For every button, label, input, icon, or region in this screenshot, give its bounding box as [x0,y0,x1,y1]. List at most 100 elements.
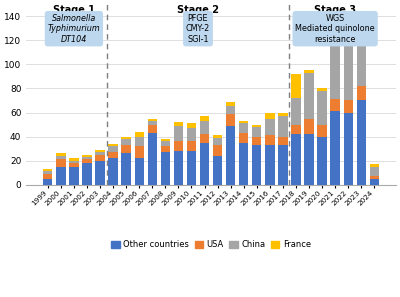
Bar [370,176,379,179]
Bar [148,124,157,133]
Bar [304,70,314,73]
Text: Stage 1: Stage 1 [53,5,95,15]
Bar [344,113,353,185]
Bar [148,119,157,121]
Text: Stage 2: Stage 2 [177,5,219,15]
Bar [278,137,288,145]
Bar [187,128,196,141]
Bar [43,169,52,171]
Bar [122,154,131,185]
Bar [161,152,170,185]
Bar [317,91,327,124]
Bar [304,134,314,185]
Bar [356,86,366,100]
Bar [69,167,79,185]
Bar [82,159,92,163]
Bar [344,37,353,44]
Bar [370,167,379,176]
Bar [344,44,353,100]
Bar [161,141,170,146]
Bar [252,127,262,137]
Bar [82,163,92,185]
Bar [95,155,105,161]
Bar [148,133,157,185]
Bar [344,100,353,113]
Bar [95,150,105,152]
Text: WGS
Mediated quinolone
resistance: WGS Mediated quinolone resistance [295,14,375,44]
Bar [134,146,144,158]
Bar [108,158,118,185]
Bar [304,73,314,119]
Bar [213,138,222,145]
Bar [291,98,301,124]
Bar [174,122,183,126]
Bar [43,174,52,179]
Bar [108,144,118,146]
Bar [200,116,209,121]
Bar [226,102,235,107]
Bar [265,135,274,145]
Bar [356,100,366,185]
Bar [226,107,235,114]
Bar [69,163,79,167]
Bar [82,157,92,159]
Bar [252,137,262,145]
Bar [200,121,209,134]
Bar [56,156,66,159]
Bar [213,156,222,185]
Bar [56,167,66,185]
Bar [278,113,288,116]
Bar [239,133,248,143]
Bar [330,39,340,42]
Legend: Other countries, USA, China, France: Other countries, USA, China, France [108,237,314,253]
Bar [200,143,209,185]
Bar [291,74,301,98]
Bar [278,145,288,185]
Text: PFGE
CMY-2
SGI-1: PFGE CMY-2 SGI-1 [186,14,210,44]
Bar [174,126,183,141]
Bar [278,116,288,137]
Text: Salmonella
Typhimurium
DT104: Salmonella Typhimurium DT104 [48,14,100,44]
Bar [174,151,183,185]
Bar [239,143,248,185]
Bar [187,123,196,128]
Bar [291,134,301,185]
Bar [226,126,235,185]
Bar [69,161,79,163]
Bar [370,179,379,185]
Bar [330,99,340,111]
Bar [108,152,118,158]
Bar [187,141,196,151]
Bar [148,121,157,124]
Bar [43,179,52,185]
Bar [95,152,105,155]
Bar [134,132,144,137]
Bar [356,35,366,86]
Bar [330,42,340,99]
Bar [56,154,66,156]
Bar [134,137,144,146]
Bar [252,145,262,185]
Text: Stage 3: Stage 3 [314,5,356,15]
Bar [213,135,222,138]
Bar [213,145,222,156]
Bar [56,159,66,167]
Bar [304,119,314,134]
Bar [265,113,274,119]
Bar [161,146,170,152]
Bar [134,158,144,185]
Bar [122,139,131,145]
Bar [330,111,340,185]
Bar [226,114,235,126]
Bar [239,123,248,133]
Bar [252,124,262,127]
Bar [161,139,170,141]
Bar [317,124,327,137]
Bar [43,171,52,174]
Bar [122,137,131,139]
Bar [82,155,92,157]
Bar [265,119,274,135]
Bar [265,145,274,185]
Bar [239,121,248,123]
Bar [69,158,79,161]
